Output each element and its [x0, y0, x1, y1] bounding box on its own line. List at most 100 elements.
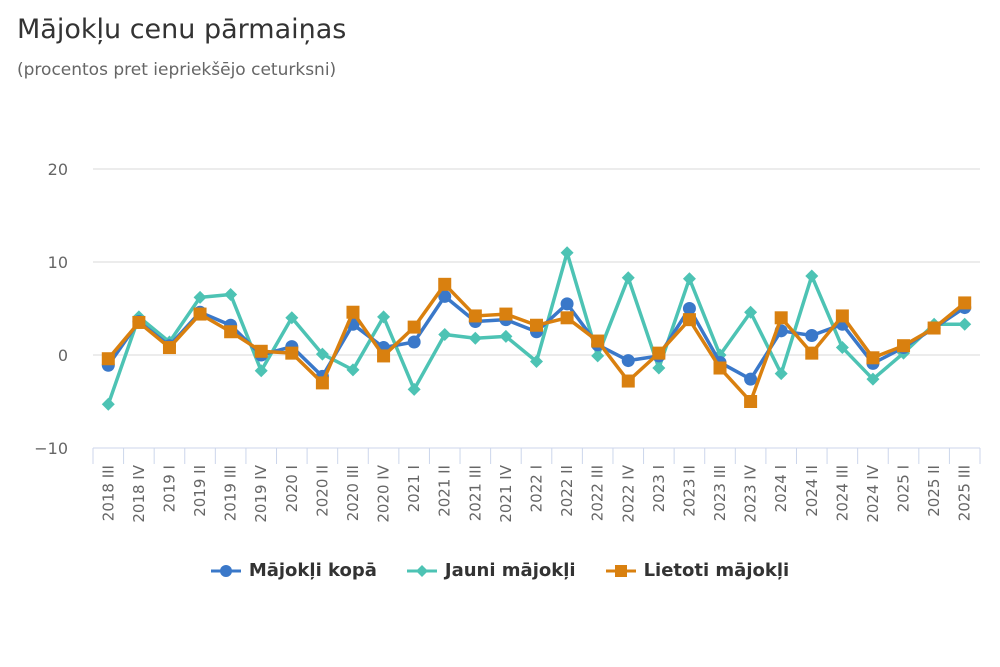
- data-point: [805, 328, 819, 342]
- x-tick-label: 2022 IV: [619, 464, 637, 522]
- x-tick-label: 2021 I: [405, 465, 423, 512]
- data-point: [744, 395, 758, 408]
- gridlines: [93, 168, 980, 356]
- x-tick-label: 2020 II: [313, 465, 331, 517]
- data-point: [805, 346, 819, 360]
- y-axis-ticks: 20 10 0 −10: [34, 160, 68, 458]
- square-marker-icon: [605, 564, 636, 577]
- x-tick-label: 2023 I: [650, 465, 668, 512]
- data-point: [468, 331, 482, 345]
- x-tick-label: 2024 I: [772, 465, 790, 512]
- data-point: [285, 346, 299, 360]
- data-point: [530, 355, 543, 369]
- x-tick-label: 2021 IV: [497, 464, 515, 522]
- x-tick-label: 2021 III: [466, 465, 484, 521]
- x-tick-label: 2025 I: [895, 465, 913, 512]
- data-point: [101, 352, 115, 366]
- legend-label: Lietoti mājokļi: [643, 560, 790, 581]
- x-tick-label: 2022 II: [558, 465, 576, 517]
- x-tick-label: 2025 III: [956, 465, 974, 521]
- chart-subtitle: (procentos pret iepriekšējo ceturksni): [17, 60, 337, 80]
- data-point: [530, 318, 543, 332]
- data-point: [682, 302, 696, 315]
- series-square: [101, 277, 972, 408]
- data-point: [652, 346, 666, 360]
- legend-item-jauni-majokli[interactable]: Jauni mājokļi: [406, 560, 576, 581]
- data-point: [591, 334, 605, 348]
- x-axis: 2018 III 2018 IV 2019 I 2019 II 2019 III 2019…: [92, 447, 981, 523]
- y-tick-label: −10: [34, 439, 68, 458]
- data-point: [438, 328, 452, 342]
- data-point: [315, 347, 329, 361]
- data-point: [621, 354, 635, 368]
- diamond-marker-icon: [406, 564, 437, 577]
- data-point: [377, 310, 391, 324]
- x-tick-label: 2023 IV: [742, 464, 760, 522]
- x-tick-label: 2019 II: [191, 465, 209, 517]
- data-point: [958, 317, 972, 331]
- data-point: [315, 376, 329, 390]
- data-point: [682, 272, 696, 286]
- data-point: [162, 341, 176, 355]
- x-tick-label: 2018 IV: [130, 464, 148, 522]
- data-point: [254, 344, 268, 358]
- x-tick-label: 2019 III: [222, 465, 240, 521]
- x-tick-label: 2023 III: [711, 465, 729, 521]
- data-point: [224, 288, 238, 302]
- data-point: [438, 277, 452, 291]
- y-tick-label: 20: [48, 160, 68, 179]
- data-point: [958, 296, 972, 310]
- data-point: [468, 309, 482, 323]
- data-point: [866, 372, 880, 386]
- x-tick-label: 2023 II: [680, 465, 698, 517]
- data-point: [193, 307, 207, 321]
- series-group: [101, 246, 972, 411]
- data-point: [560, 246, 574, 260]
- data-point: [224, 325, 238, 339]
- y-tick-label: 0: [58, 346, 68, 365]
- x-tick-label: 2025 II: [925, 465, 943, 517]
- data-point: [591, 349, 605, 363]
- data-point: [774, 311, 788, 325]
- x-tick-label: 2022 III: [589, 465, 607, 521]
- chart-title: Mājokļu cenu pārmaiņas: [17, 14, 347, 45]
- series-line: [106, 282, 966, 404]
- data-point: [682, 313, 696, 327]
- x-tick-label: 2024 II: [803, 465, 821, 517]
- data-point: [377, 349, 391, 363]
- data-point: [805, 269, 819, 283]
- data-point: [346, 363, 360, 377]
- data-point: [407, 382, 421, 396]
- data-point: [897, 339, 911, 353]
- data-point: [499, 329, 513, 343]
- circle-marker-icon: [210, 564, 241, 577]
- y-tick-label: 10: [48, 253, 68, 272]
- data-point: [560, 297, 574, 311]
- data-point: [866, 351, 880, 365]
- data-point: [285, 311, 299, 325]
- legend-item-lietoti-majokli[interactable]: Lietoti mājokļi: [605, 560, 790, 581]
- data-point: [407, 335, 421, 349]
- data-point: [407, 320, 421, 334]
- data-point: [927, 321, 941, 335]
- x-tick-label: 2022 I: [528, 465, 546, 512]
- data-point: [835, 341, 849, 355]
- x-tick-label: 2021 II: [436, 465, 454, 517]
- data-point: [621, 374, 635, 388]
- data-point: [346, 305, 360, 319]
- data-point: [713, 361, 727, 375]
- x-tick-label: 2020 III: [344, 465, 362, 521]
- data-point: [621, 271, 635, 285]
- data-point: [560, 311, 574, 325]
- x-tick-label: 2024 IV: [864, 464, 882, 522]
- legend-label: Mājokļi kopā: [248, 560, 377, 581]
- data-point: [744, 305, 758, 319]
- x-tick-label: 2020 I: [283, 465, 301, 512]
- legend-item-majokli-kopa[interactable]: Mājokļi kopā: [210, 560, 377, 581]
- x-tick-label: 2024 III: [833, 465, 851, 521]
- legend: Mājokļi kopā Jauni mājokļi Lietoti mājok…: [0, 560, 1000, 581]
- data-point: [438, 289, 452, 303]
- data-point: [132, 315, 146, 329]
- data-point: [774, 367, 788, 381]
